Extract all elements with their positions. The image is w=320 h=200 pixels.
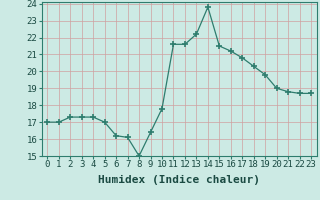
X-axis label: Humidex (Indice chaleur): Humidex (Indice chaleur)	[98, 175, 260, 185]
